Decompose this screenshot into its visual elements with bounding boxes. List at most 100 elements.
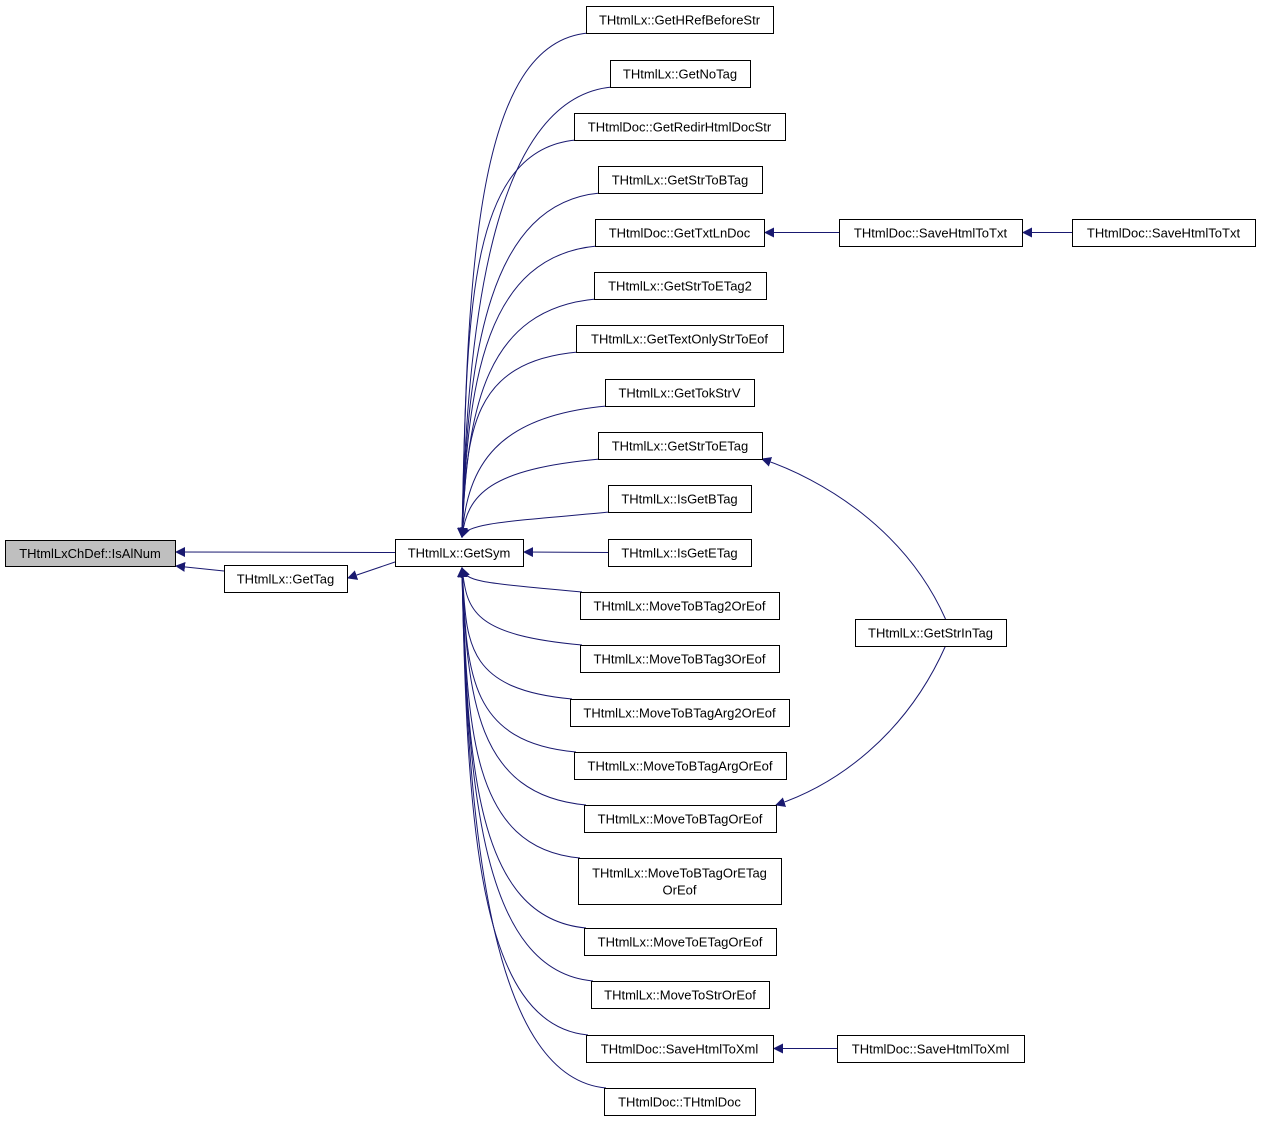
- node-label: THtmlLx::MoveToBTag2OrEof: [594, 599, 766, 614]
- node-n3[interactable]: THtmlDoc::GetRedirHtmlDocStr: [574, 113, 786, 141]
- node-box: [604, 1088, 756, 1116]
- node-n16[interactable]: THtmlLx::MoveToBTagOrEof: [584, 805, 777, 833]
- node-n11[interactable]: THtmlLx::IsGetETag: [608, 539, 752, 567]
- edge-gettag-to-isalnum: [175, 561, 225, 572]
- node-box: [586, 6, 774, 34]
- node-label: THtmlLx::GetSym: [408, 546, 511, 561]
- node-box: [5, 540, 176, 567]
- node-box: [395, 539, 524, 567]
- node-box: [224, 565, 348, 593]
- node-n1[interactable]: THtmlLx::GetHRefBeforeStr: [586, 6, 774, 34]
- node-box: [578, 858, 782, 905]
- edge-strintag-to-n16: [775, 645, 946, 807]
- node-n13[interactable]: THtmlLx::MoveToBTag3OrEof: [580, 645, 780, 673]
- node-n21[interactable]: THtmlDoc::THtmlDoc: [604, 1088, 756, 1116]
- node-label: THtmlDoc::GetRedirHtmlDocStr: [588, 120, 772, 135]
- node-label: THtmlDoc::SaveHtmlToXml: [601, 1042, 759, 1057]
- node-getsym[interactable]: THtmlLx::GetSym: [395, 539, 524, 567]
- node-gettag[interactable]: THtmlLx::GetTag: [224, 565, 348, 593]
- edge-n9-to-getsym: [458, 458, 601, 538]
- node-n20[interactable]: THtmlDoc::SaveHtmlToXml: [586, 1035, 774, 1063]
- node-n2[interactable]: THtmlLx::GetNoTag: [610, 60, 751, 88]
- edge-n7-to-getsym: [457, 351, 579, 538]
- node-label: THtmlLx::GetTokStrV: [618, 386, 740, 401]
- node-n14[interactable]: THtmlLx::MoveToBTagArg2OrEof: [570, 699, 790, 727]
- node-n4[interactable]: THtmlLx::GetStrToBTag: [598, 166, 763, 194]
- edge-n2-to-getsym: [457, 86, 613, 538]
- edge-strintag-to-n9: [761, 457, 946, 620]
- node-label: THtmlLx::IsGetBTag: [621, 492, 737, 507]
- edge-n16-to-getsym: [457, 567, 587, 806]
- node-n10[interactable]: THtmlLx::IsGetBTag: [608, 485, 752, 513]
- node-isalnum[interactable]: THtmlLxChDef::IsAlNum: [5, 540, 176, 567]
- node-box: [837, 1035, 1025, 1063]
- node-label: OrEof: [663, 883, 697, 898]
- node-label: THtmlLx::MoveToBTagOrEof: [598, 812, 763, 827]
- node-box: [610, 60, 751, 88]
- node-label: THtmlDoc::THtmlDoc: [618, 1095, 741, 1110]
- edge-getsym-to-isalnum: [175, 547, 396, 558]
- node-label: THtmlDoc::SaveHtmlToTxt: [1087, 226, 1241, 241]
- edge-n11-to-getsym: [523, 547, 609, 558]
- node-box: [595, 219, 765, 247]
- node-n15[interactable]: THtmlLx::MoveToBTagArgOrEof: [574, 752, 787, 780]
- edge-n19-to-getsym: [457, 567, 594, 982]
- edge-getsym-to-gettag: [347, 561, 396, 580]
- node-n19[interactable]: THtmlLx::MoveToStrOrEof: [591, 981, 770, 1009]
- node-label: THtmlDoc::SaveHtmlToXml: [852, 1042, 1010, 1057]
- node-box: [580, 592, 780, 620]
- node-label: THtmlLx::GetNoTag: [623, 67, 737, 82]
- edge-n3-to-getsym: [457, 139, 577, 538]
- node-label: THtmlDoc::SaveHtmlToTxt: [854, 226, 1008, 241]
- node-box: [598, 432, 763, 460]
- node-label: THtmlLx::MoveToBTag3OrEof: [594, 652, 766, 667]
- node-label: THtmlLx::GetStrToETag2: [608, 279, 752, 294]
- node-box: [591, 981, 770, 1009]
- node-box: [608, 539, 752, 567]
- node-label: THtmlLx::GetStrInTag: [868, 626, 993, 641]
- node-label: THtmlDoc::GetTxtLnDoc: [609, 226, 751, 241]
- edge-n18-to-getsym: [457, 567, 587, 929]
- edge-n10-to-getsym: [460, 511, 611, 538]
- node-txt2[interactable]: THtmlDoc::SaveHtmlToTxt: [1072, 219, 1256, 247]
- node-box: [570, 699, 790, 727]
- node-label: THtmlLx::GetHRefBeforeStr: [599, 13, 761, 28]
- node-box: [574, 113, 786, 141]
- node-xml2[interactable]: THtmlDoc::SaveHtmlToXml: [837, 1035, 1025, 1063]
- node-box: [584, 805, 777, 833]
- node-strintag[interactable]: THtmlLx::GetStrInTag: [855, 619, 1007, 647]
- node-n12[interactable]: THtmlLx::MoveToBTag2OrEof: [580, 592, 780, 620]
- node-box: [574, 752, 787, 780]
- node-label: THtmlLx::GetTextOnlyStrToEof: [591, 332, 768, 347]
- edge-n12-to-getsym: [460, 567, 583, 593]
- node-label: THtmlLx::MoveToBTagArgOrEof: [588, 759, 773, 774]
- node-box: [855, 619, 1007, 647]
- node-box: [594, 272, 767, 300]
- edge-n13-to-getsym: [458, 567, 583, 646]
- node-box: [605, 379, 755, 407]
- edge-n14-to-getsym: [457, 567, 573, 700]
- edge-n4-to-getsym: [457, 192, 601, 538]
- node-n6[interactable]: THtmlLx::GetStrToETag2: [594, 272, 767, 300]
- node-box: [584, 928, 777, 956]
- edge-n1-to-getsym: [457, 32, 589, 538]
- node-label: THtmlLx::GetStrToBTag: [612, 173, 749, 188]
- node-box: [576, 325, 784, 353]
- node-n7[interactable]: THtmlLx::GetTextOnlyStrToEof: [576, 325, 784, 353]
- node-label: THtmlLx::GetStrToETag: [612, 439, 749, 454]
- node-n9[interactable]: THtmlLx::GetStrToETag: [598, 432, 763, 460]
- node-box: [608, 485, 752, 513]
- node-label: THtmlLx::MoveToBTagOrETag: [592, 866, 767, 881]
- node-label: THtmlLxChDef::IsAlNum: [19, 546, 161, 561]
- node-box: [580, 645, 780, 673]
- node-n18[interactable]: THtmlLx::MoveToETagOrEof: [584, 928, 777, 956]
- node-box: [586, 1035, 774, 1063]
- node-n8[interactable]: THtmlLx::GetTokStrV: [605, 379, 755, 407]
- node-txt1[interactable]: THtmlDoc::SaveHtmlToTxt: [839, 219, 1023, 247]
- edge-n5-to-getsym: [457, 245, 598, 538]
- node-box: [839, 219, 1023, 247]
- node-n5[interactable]: THtmlDoc::GetTxtLnDoc: [595, 219, 765, 247]
- node-box: [598, 166, 763, 194]
